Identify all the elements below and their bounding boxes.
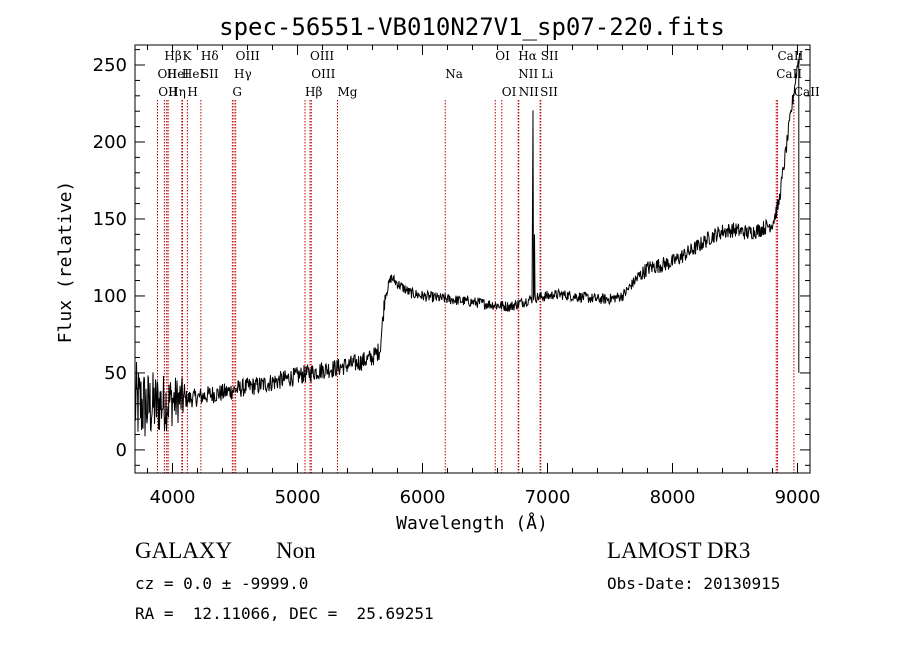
- y-tick-label: 0: [116, 440, 127, 461]
- spectral-line-label: NII: [518, 67, 538, 81]
- x-tick-label: 5000: [275, 487, 321, 508]
- y-tick-label: 100: [93, 286, 127, 307]
- x-tick-label: 4000: [150, 487, 196, 508]
- spectral-line-label: OII: [158, 67, 178, 81]
- spectral-line-label: Hδ: [201, 49, 219, 63]
- x-tick-label: 9000: [775, 487, 821, 508]
- survey-name: LAMOST DR3: [607, 538, 751, 563]
- spectral-line-label: Hγ: [234, 67, 252, 81]
- spectral-line-label: G: [232, 85, 242, 99]
- y-tick-label: 200: [93, 132, 127, 153]
- spectral-line-label: NII: [519, 85, 539, 99]
- spectral-line-label: OIII: [311, 67, 335, 81]
- spectral-line-label: Hη: [168, 85, 186, 99]
- y-axis-ticks: 0 50 100 150 200 250: [93, 49, 810, 466]
- spectral-line-label: OIII: [310, 49, 334, 63]
- spectral-line-label: Li: [541, 67, 553, 81]
- y-axis-label: Flux (relative): [55, 181, 76, 344]
- spectral-line-label: CaII: [794, 85, 820, 99]
- spectral-line-markers: [157, 100, 795, 473]
- spectral-line-label: SII: [541, 49, 559, 63]
- spectral-line-label: Hβ: [305, 85, 322, 99]
- spectral-line-label: OII: [158, 85, 178, 99]
- spectral-line-label: HeI: [182, 67, 205, 81]
- spectral-line-label: HeI: [167, 67, 190, 81]
- plot-frame: [134, 44, 811, 474]
- object-subclass: Non: [276, 538, 316, 563]
- chart-title: spec-56551-VB010N27V1_sp07-220.fits: [219, 13, 725, 41]
- spectral-line-label: K: [183, 49, 193, 63]
- x-axis-label: Wavelength (Å): [396, 512, 548, 534]
- y-tick-label: 250: [93, 55, 127, 76]
- coordinates: RA = 12.11066, DEC = 25.69251: [135, 604, 434, 623]
- x-tick-label: 7000: [525, 487, 571, 508]
- y-tick-label: 50: [104, 363, 127, 384]
- spectral-line-label: OIII: [236, 49, 260, 63]
- spectral-line-label: OI: [495, 49, 510, 63]
- spectral-line-label: Na: [445, 67, 463, 81]
- spectral-line-label: Mg: [338, 85, 358, 99]
- spectral-line-label: Hβ: [164, 49, 181, 63]
- spectral-line-label: OI: [502, 85, 517, 99]
- object-class: GALAXY: [135, 538, 233, 563]
- x-axis-ticks: 4000 5000 6000 7000 8000 9000: [147, 45, 821, 508]
- x-tick-label: 8000: [650, 487, 696, 508]
- x-tick-label: 6000: [400, 487, 446, 508]
- y-tick-label: 150: [93, 209, 127, 230]
- spectral-line-label: SII: [540, 85, 558, 99]
- spectral-line-label: H: [187, 85, 197, 99]
- redshift-value: cz = 0.0 ± -9999.0: [135, 574, 309, 593]
- observation-date: Obs-Date: 20130915: [607, 574, 781, 593]
- spectral-line-label: SII: [201, 67, 219, 81]
- spectral-line-label: Hα: [518, 49, 537, 63]
- spectrum-trace: [134, 52, 801, 437]
